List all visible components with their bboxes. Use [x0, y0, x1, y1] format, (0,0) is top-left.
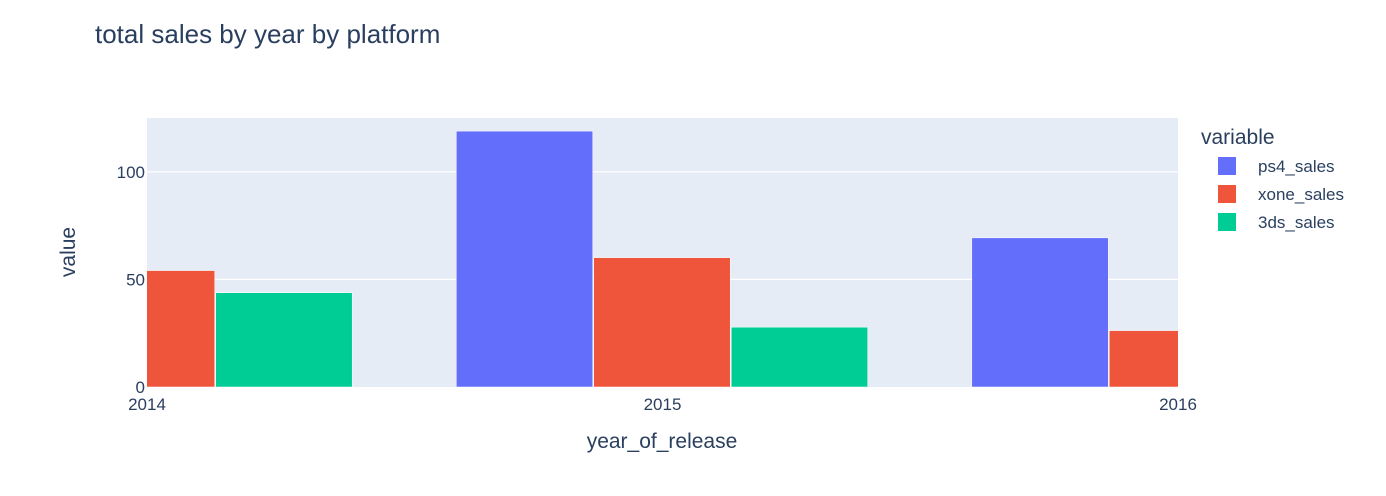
- bar-3ds_sales-2014[interactable]: [215, 292, 353, 387]
- legend-swatch-ps4_sales[interactable]: [1218, 157, 1236, 175]
- legend-label-3ds_sales[interactable]: 3ds_sales: [1258, 213, 1335, 232]
- chart-title: total sales by year by platform: [95, 19, 440, 49]
- bar-xone_sales-2016[interactable]: [1109, 330, 1245, 387]
- y-axis-title: value: [57, 227, 80, 277]
- y-tick-label: 0: [136, 378, 145, 397]
- y-axis-ticks: 0 50 100: [117, 163, 145, 397]
- legend-title: variable: [1201, 126, 1275, 149]
- bar-ps4_sales-2016[interactable]: [971, 237, 1109, 387]
- bars: [78, 130, 1245, 387]
- x-tick-label: 2015: [644, 395, 682, 414]
- x-axis-title: year_of_release: [587, 430, 738, 453]
- bar-ps4_sales-2015[interactable]: [456, 130, 594, 387]
- x-tick-label: 2016: [1159, 395, 1197, 414]
- bar-3ds_sales-2015[interactable]: [730, 326, 868, 387]
- y-tick-label: 50: [126, 270, 145, 289]
- legend-label-ps4_sales[interactable]: ps4_sales: [1258, 157, 1335, 176]
- legend-swatch-xone_sales[interactable]: [1218, 185, 1236, 203]
- y-tick-label: 100: [117, 163, 145, 182]
- legend-swatch-3ds_sales[interactable]: [1218, 213, 1236, 231]
- x-axis-ticks: 2014 2015 2016: [128, 395, 1197, 414]
- bar-xone_sales-2014[interactable]: [78, 270, 215, 387]
- legend[interactable]: ps4_sales xone_sales 3ds_sales: [1218, 157, 1344, 232]
- x-tick-label: 2014: [128, 395, 166, 414]
- bar-xone_sales-2015[interactable]: [593, 257, 731, 387]
- legend-label-xone_sales[interactable]: xone_sales: [1258, 185, 1344, 204]
